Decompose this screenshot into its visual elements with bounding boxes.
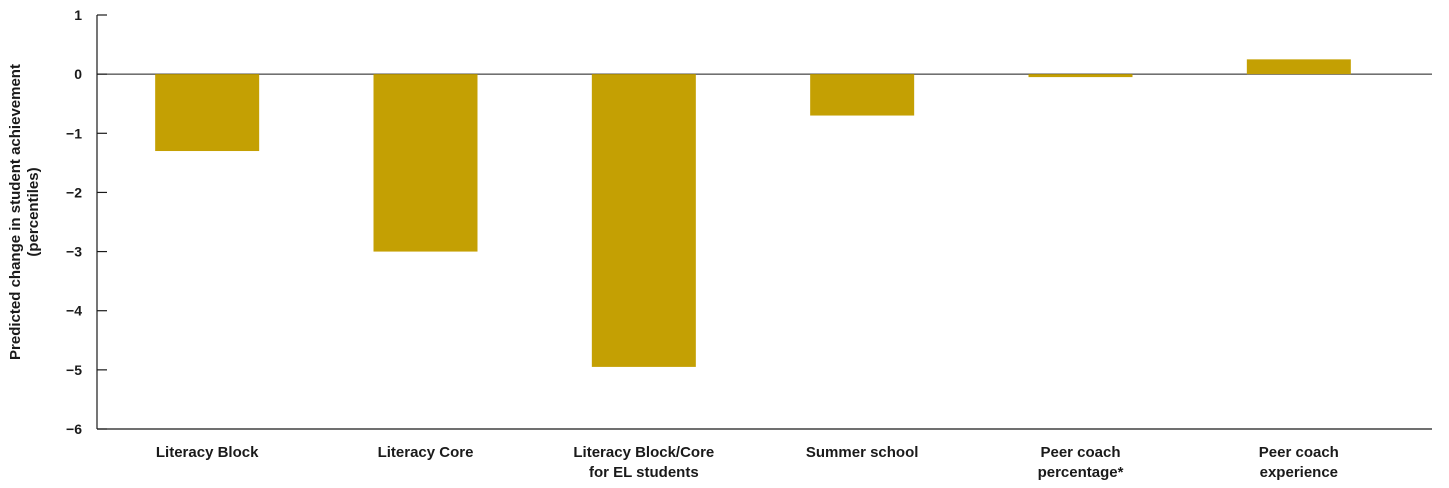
y-tick-label: −1 [66, 125, 82, 141]
bar [373, 74, 478, 252]
y-axis: 1 0 −1 −2 −3 −4 −5 −6 [66, 7, 1432, 437]
y-tick-label: −4 [66, 303, 82, 319]
bars [155, 59, 1351, 367]
y-tick-label: 0 [74, 66, 82, 82]
y-axis-title-line: (percentiles) [25, 167, 42, 256]
y-tick-label: −3 [66, 244, 82, 260]
y-tick-label: −5 [66, 362, 82, 378]
x-category-label: Literacy Block/Core [573, 444, 714, 461]
x-category-label: Summer school [806, 444, 919, 461]
bar [810, 74, 915, 116]
x-axis-labels: Literacy Block Literacy Core Literacy Bloc… [156, 444, 1339, 481]
x-category-label: Literacy Block [156, 444, 259, 461]
bar [1028, 74, 1133, 78]
bar [591, 74, 696, 367]
x-category-label: Peer coach [1259, 444, 1339, 461]
x-category-label: experience [1260, 464, 1338, 481]
x-category-label: percentage* [1038, 464, 1124, 481]
y-axis-title-line: Predicted change in student achievement [7, 64, 24, 360]
x-category-label: Literacy Core [378, 444, 474, 461]
y-axis-title: Predicted change in student achievement(… [7, 64, 42, 360]
y-tick-label: −6 [66, 421, 82, 437]
bar [1246, 59, 1351, 75]
bar [155, 74, 260, 152]
x-category-label: for EL students [589, 464, 699, 481]
x-category-label: Peer coach [1040, 444, 1120, 461]
y-tick-label: 1 [74, 7, 82, 23]
y-tick-label: −2 [66, 184, 82, 200]
